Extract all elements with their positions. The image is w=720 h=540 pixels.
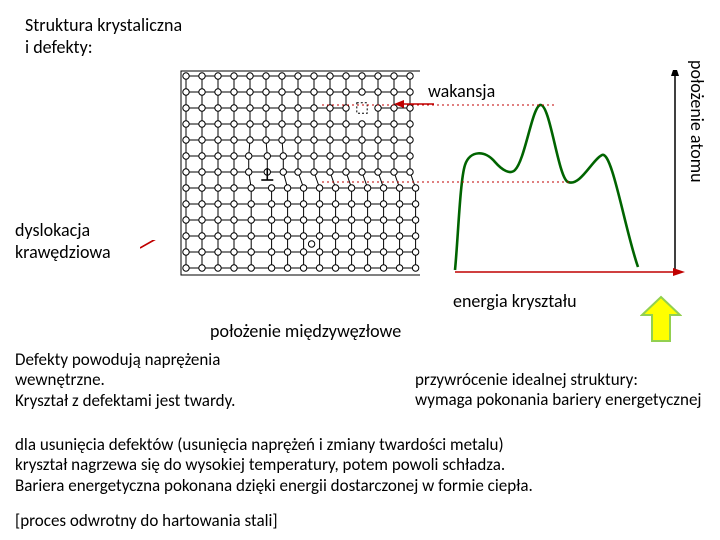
title: Struktura krystaliczna i defekty:: [25, 15, 182, 58]
label-miedzywezlowe: położenie międzywęzłowe: [210, 320, 401, 342]
text-proces: [proces odwrotny do hartowania stali]: [15, 510, 278, 531]
text-przywrocenie: przywrócenie idealnej struktury: wymaga …: [415, 370, 701, 411]
text-dla-1: dla usunięcia defektów (usunięcia napręż…: [15, 435, 533, 455]
axis-label-vertical: położenie atomu: [686, 60, 708, 183]
text-przywrocenie-2: wymaga pokonania bariery energetycznej: [415, 390, 701, 410]
label-energia: energia kryształu: [453, 290, 577, 312]
title-line1: Struktura krystaliczna: [25, 15, 182, 37]
text-dla: dla usunięcia defektów (usunięcia napręż…: [15, 435, 533, 496]
text-defekty-1: Defekty powodują naprężenia: [15, 350, 235, 370]
text-dla-3: Bariera energetyczna pokonana dzięki ene…: [15, 476, 533, 496]
text-defekty: Defekty powodują naprężenia wewnętrzne. …: [15, 350, 235, 411]
title-line2: i defekty:: [25, 37, 182, 59]
text-przywrocenie-1: przywrócenie idealnej struktury:: [415, 370, 701, 390]
text-defekty-3: Kryształ z defektami jest twardy.: [15, 391, 235, 411]
label-dyslokacja: dyslokacja krawędziowa: [15, 220, 111, 263]
arrow-dyslokacja: [140, 240, 200, 280]
label-dyslokacja-2: krawędziowa: [15, 242, 111, 264]
dotted-guide-lines: [322, 70, 682, 280]
block-up-arrow: [640, 295, 682, 345]
text-defekty-2: wewnętrzne.: [15, 370, 235, 390]
horizontal-axis-arrow: [455, 266, 685, 278]
label-dyslokacja-1: dyslokacja: [15, 220, 111, 242]
text-dla-2: kryształ nagrzewa się do wysokiej temper…: [15, 455, 533, 475]
